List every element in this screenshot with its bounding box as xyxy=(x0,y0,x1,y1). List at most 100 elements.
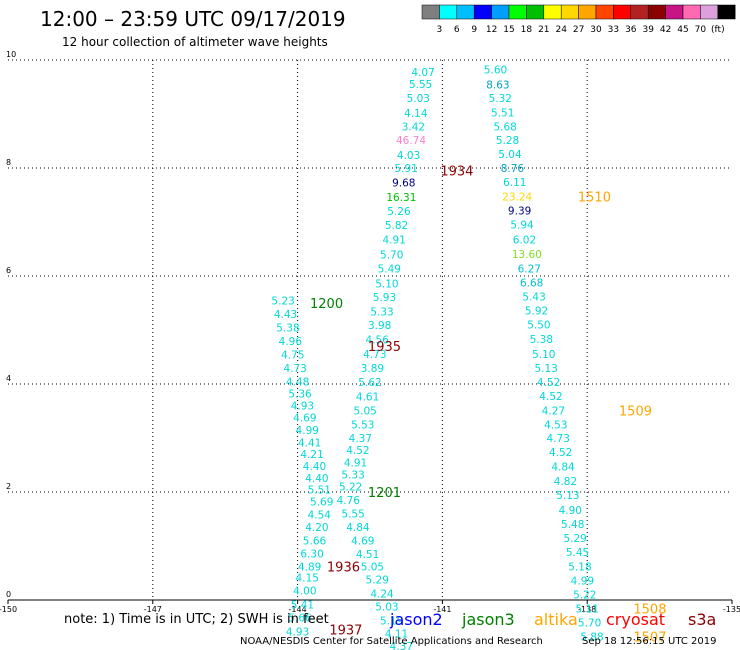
swh-value: 4.56 xyxy=(366,335,390,347)
legend-jason3: jason3 xyxy=(461,610,515,629)
colorbar-label: 15 xyxy=(503,25,514,35)
swh-value: 4.40 xyxy=(303,461,326,473)
colorbar-label: 30 xyxy=(590,25,602,35)
swh-value: 6.68 xyxy=(520,277,543,289)
swh-value: 4.99 xyxy=(571,576,594,588)
legend-jason2: jason2 xyxy=(389,610,443,629)
colorbar-label: 12 xyxy=(486,25,497,35)
swh-value: 4.40 xyxy=(305,473,328,485)
colorbar-label: 24 xyxy=(555,25,567,35)
swh-value: 5.38 xyxy=(276,322,299,334)
colorbar-swatch xyxy=(717,4,736,20)
axis-ticks: -150 -147 -144 -141 -138 -135 0 2 4 6 8 10 xyxy=(0,50,740,614)
swh-value: 3.42 xyxy=(402,121,425,133)
x-tick-label: -144 xyxy=(289,605,307,614)
pass-time-label: 1200 xyxy=(310,297,343,312)
y-tick-label: 6 xyxy=(6,266,11,275)
swh-value: 4.75 xyxy=(281,349,304,361)
swh-value: 4.73 xyxy=(363,349,386,361)
colorbar-label: 33 xyxy=(608,25,619,35)
swh-value: 5.51 xyxy=(308,484,331,496)
swh-value: 5.88 xyxy=(580,632,603,644)
pass-time-label: 1936 xyxy=(327,561,360,576)
colorbar-label: (ft) xyxy=(711,25,725,35)
swh-value: 3.89 xyxy=(361,363,384,375)
swh-value: 8.76 xyxy=(501,163,525,175)
legend: jason2 jason3 altika cryosat s3a xyxy=(389,610,716,629)
swh-value: 5.60 xyxy=(484,65,507,77)
colorbar-swatch xyxy=(456,4,475,20)
swh-value: 5.82 xyxy=(385,220,408,232)
chart-title: 12:00 – 23:59 UTC 09/17/2019 xyxy=(40,7,346,31)
colorbar-label: 3 xyxy=(437,25,443,35)
swh-value: 4.21 xyxy=(300,449,323,461)
swh-value: 5.55 xyxy=(341,509,364,521)
swh-value: 4.76 xyxy=(337,495,361,507)
swh-value: 4.51 xyxy=(356,549,379,561)
swh-value: 4.93 xyxy=(291,401,314,413)
y-tick-label: 0 xyxy=(6,590,11,599)
swh-value: 9.39 xyxy=(508,206,531,218)
swh-value: 5.22 xyxy=(339,482,362,494)
colorbar-swatch xyxy=(630,4,649,20)
colorbar-swatch xyxy=(491,4,510,20)
swh-value: 5.53 xyxy=(351,420,374,432)
footer-timestamp: Sep 18 12:56:15 UTC 2019 xyxy=(582,636,716,647)
colorbar-swatch xyxy=(595,4,614,20)
data-points: 4.075.555.034.143.4246.744.035.919.6816.… xyxy=(271,65,603,650)
swh-value: 6.11 xyxy=(503,177,526,189)
swh-value: 5.18 xyxy=(568,562,591,574)
x-tick-label: -141 xyxy=(433,605,451,614)
swh-value: 5.10 xyxy=(375,279,398,291)
colorbar-swatch xyxy=(543,4,562,20)
swh-value: 5.70 xyxy=(578,618,601,630)
colorbar-label: 18 xyxy=(521,25,533,35)
chart-subtitle: 12 hour collection of altimeter wave hei… xyxy=(62,35,328,49)
swh-value: 5.92 xyxy=(525,306,548,318)
swh-value: 4.99 xyxy=(296,425,319,437)
colorbar-swatch xyxy=(560,4,579,20)
swh-value: 5.32 xyxy=(489,93,512,105)
swh-value: 5.23 xyxy=(271,295,294,307)
colorbar-label: 9 xyxy=(471,25,477,35)
pass-time-label: 1935 xyxy=(368,340,401,355)
swh-value: 4.52 xyxy=(537,377,560,389)
pass-time-label: 1508 xyxy=(633,603,666,618)
swh-value: 4.84 xyxy=(346,522,370,534)
grid-lines xyxy=(8,59,732,600)
colorbar-label: 6 xyxy=(454,25,460,35)
swh-value: 5.03 xyxy=(407,93,430,105)
pass-time-label: 1937 xyxy=(329,624,362,639)
y-tick-label: 10 xyxy=(6,50,16,59)
swh-value: 5.51 xyxy=(491,107,514,119)
colorbar-swatch xyxy=(473,4,492,20)
swh-value: 5.05 xyxy=(361,562,384,574)
swh-value: 4.54 xyxy=(308,510,332,522)
swh-value: 4.03 xyxy=(397,150,420,162)
swh-value: 5.03 xyxy=(375,601,398,613)
x-tick-label: -135 xyxy=(723,605,740,614)
pass-time-label: 1509 xyxy=(619,404,652,419)
swh-value: 5.13 xyxy=(534,363,557,375)
swh-value: 5.33 xyxy=(341,470,364,482)
swh-value: 4.69 xyxy=(293,412,316,424)
swh-value: 4.07 xyxy=(411,67,434,79)
pass-time-label: 1510 xyxy=(578,191,611,206)
legend-altika: altika xyxy=(534,610,578,629)
swh-value: 5.28 xyxy=(496,135,519,147)
swh-value: 5.66 xyxy=(288,612,312,624)
colorbar-label: 45 xyxy=(677,25,688,35)
swh-value: 5.91 xyxy=(395,163,418,175)
swh-value: 4.00 xyxy=(293,585,316,597)
swh-value: 4.93 xyxy=(286,626,309,638)
swh-value: 5.13 xyxy=(556,490,579,502)
footer-credit: NOAA/NESDIS Center for Satellite Applica… xyxy=(240,636,543,647)
swh-value: 5.41 xyxy=(291,599,314,611)
swh-value: 5.33 xyxy=(370,307,393,319)
pass-time-label: 1201 xyxy=(368,486,401,501)
colorbar-swatch xyxy=(700,4,719,20)
swh-value: 5.38 xyxy=(530,334,553,346)
swh-value: 5.26 xyxy=(387,206,411,218)
pass-time-label: 1934 xyxy=(440,165,473,180)
